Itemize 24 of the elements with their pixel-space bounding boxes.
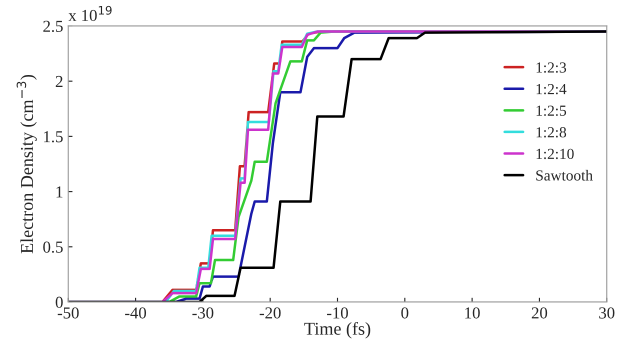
x-tick-label: -30 (192, 307, 214, 319)
legend-label: 1:2:10 (536, 148, 574, 160)
y-tick-label: 2 (56, 76, 62, 87)
legend-label: Sawtooth (536, 170, 593, 181)
x-tick-label: 20 (532, 307, 548, 319)
legend-label: 1:2:8 (536, 127, 566, 138)
legend-label: 1:2:3 (536, 62, 566, 73)
x-tick-label: 30 (599, 307, 614, 319)
x-tick-label: -20 (260, 307, 281, 319)
x-tick-label: 0 (401, 307, 408, 319)
x-tick-label: -40 (125, 307, 146, 319)
y-tick-label: 1 (56, 186, 62, 198)
y-tick-label: 2.5 (43, 20, 63, 32)
legend-label: 1:2:5 (536, 106, 566, 116)
y-axis-title: Electron Density (cm$^{−3}$) (16, 74, 37, 254)
x-axis-title: Time (fs) (304, 322, 370, 339)
x-tick-label: 10 (465, 307, 480, 319)
x-tick-label: -50 (58, 307, 79, 319)
y-tick-label: 0.5 (43, 241, 63, 253)
text: x 10$^{19}$ (68, 6, 112, 22)
legend-label: 1:2:4 (536, 84, 566, 94)
y-tick-label: 1.5 (44, 131, 63, 142)
y-tick-label: 0 (56, 296, 63, 308)
x-tick-label: -10 (327, 307, 348, 319)
